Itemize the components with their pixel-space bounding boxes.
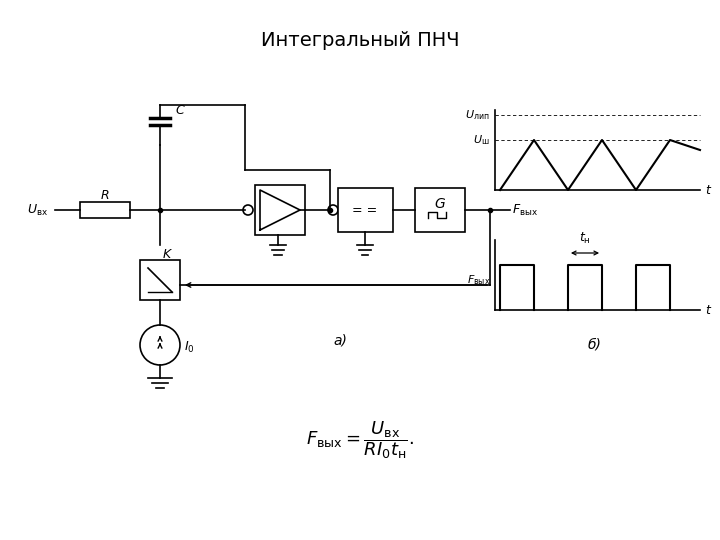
Text: R: R bbox=[101, 189, 109, 202]
Text: $F_{\mathrm{вых}} = \dfrac{U_{\mathrm{вх}}}{R I_0 t_{\mathrm{н}}}.$: $F_{\mathrm{вых}} = \dfrac{U_{\mathrm{вх… bbox=[306, 419, 414, 461]
Text: Интегральный ПНЧ: Интегральный ПНЧ bbox=[261, 30, 459, 50]
Text: $U_{\mathrm{лип}}$: $U_{\mathrm{лип}}$ bbox=[465, 108, 490, 122]
Bar bbox=[255, 185, 305, 235]
Bar bbox=[415, 188, 465, 232]
Text: а): а) bbox=[333, 333, 347, 347]
Text: K: K bbox=[163, 248, 171, 261]
Bar bbox=[80, 202, 130, 218]
Text: = =: = = bbox=[352, 204, 377, 217]
Text: $U_{\mathrm{вх}}$: $U_{\mathrm{вх}}$ bbox=[27, 202, 48, 218]
Text: $U_{\mathrm{ш}}$: $U_{\mathrm{ш}}$ bbox=[473, 133, 490, 147]
Text: $t$: $t$ bbox=[705, 184, 712, 197]
Text: $F_{\mathrm{вых}}$: $F_{\mathrm{вых}}$ bbox=[512, 202, 538, 218]
Bar bbox=[140, 260, 180, 300]
Text: G: G bbox=[435, 197, 446, 211]
Text: $I_0$: $I_0$ bbox=[184, 340, 194, 355]
Text: $F_{\mathrm{вых}}$: $F_{\mathrm{вых}}$ bbox=[467, 273, 490, 287]
Text: C: C bbox=[175, 104, 184, 117]
Text: б): б) bbox=[588, 338, 602, 352]
Text: $t$: $t$ bbox=[705, 303, 712, 316]
Text: $t_{\mathrm{н}}$: $t_{\mathrm{н}}$ bbox=[579, 231, 591, 246]
Bar bbox=[338, 188, 393, 232]
